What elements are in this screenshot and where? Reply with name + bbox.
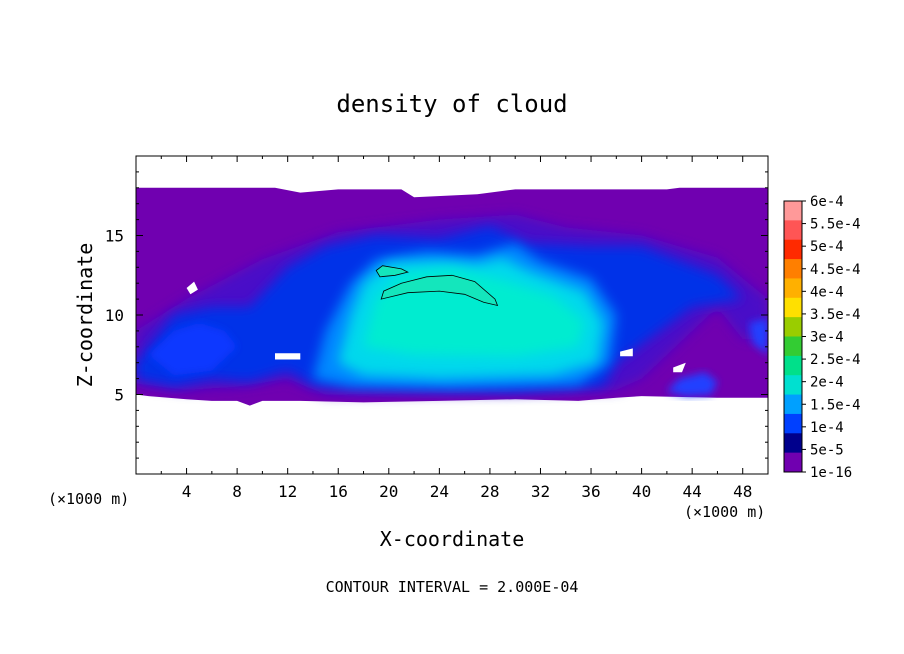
clear-gap-3 <box>673 362 686 373</box>
contour-line-upper <box>375 265 409 278</box>
x-axis-label: X-coordinate <box>380 527 525 551</box>
x-axis: 4 8 12 16 20 24 28 32 36 40 44 48 <box>160 156 752 501</box>
colorbar-label: 3e-4 <box>810 330 844 346</box>
contour-interval-note: CONTOUR INTERVAL = 2.000E-04 <box>326 578 579 596</box>
clear-gap-4 <box>186 281 198 295</box>
colorbar-swatch <box>784 259 802 279</box>
colorbar-label: 2e-4 <box>810 375 844 391</box>
x-tick-label: 12 <box>278 482 297 501</box>
colorbar-label: 2.5e-4 <box>810 352 861 368</box>
colorbar-swatch <box>784 375 802 396</box>
colorbar-swatch <box>784 433 802 454</box>
colorbar-label: 1e-16 <box>810 465 852 481</box>
x-tick-label: 24 <box>430 482 449 501</box>
colorbar-swatch <box>784 278 802 299</box>
clear-gap-2 <box>620 348 633 357</box>
cloud-region-right-pocket <box>666 372 718 397</box>
y-axis: 5 10 15 <box>105 171 768 459</box>
y-tick-label: 15 <box>105 227 124 246</box>
x-tick-label: 20 <box>379 482 398 501</box>
colorbar-label: 5e-5 <box>810 442 844 458</box>
x-tick-label: 28 <box>480 482 499 501</box>
colorbar-swatch <box>784 413 802 434</box>
colorbar-label: 3.5e-4 <box>810 307 861 323</box>
clear-gap-1 <box>275 353 301 360</box>
colorbar-swatch <box>784 201 802 221</box>
colorbar-swatch <box>784 452 802 473</box>
x-unit-label: (×1000 m) <box>684 503 765 521</box>
colorbar-swatch <box>784 297 802 318</box>
y-tick-label: 5 <box>114 386 124 405</box>
colorbar-swatch <box>784 355 802 376</box>
x-tick-label: 48 <box>733 482 752 501</box>
cloud-region-edge-pocket <box>749 318 768 355</box>
x-tick-label: 44 <box>683 482 702 501</box>
colorbar-swatch <box>784 220 802 241</box>
plot-area <box>136 187 768 406</box>
x-tick-label: 40 <box>632 482 651 501</box>
colorbar-label: 5e-4 <box>810 239 844 255</box>
colorbar-swatch <box>784 317 802 337</box>
x-tick-label: 4 <box>182 482 192 501</box>
y-tick-label: 10 <box>105 306 124 325</box>
x-tick-label: 16 <box>329 482 348 501</box>
colorbar-swatch <box>784 336 802 357</box>
colorbar-label: 4.5e-4 <box>810 262 861 278</box>
y-axis-label: Z-coordinate <box>73 243 97 388</box>
colorbar-label: 6e-4 <box>810 194 844 210</box>
colorbar-swatch <box>784 394 802 415</box>
x-tick-label: 36 <box>581 482 600 501</box>
colorbar-swatch <box>784 239 802 260</box>
colorbar-label: 1e-4 <box>810 420 844 436</box>
contour-line-main <box>380 274 499 307</box>
colorbar-label: 1.5e-4 <box>810 397 861 413</box>
z-unit-label: (×1000 m) <box>48 490 129 508</box>
cloud-region-left-pocket <box>148 323 238 376</box>
colorbar-label: 4e-4 <box>810 284 844 300</box>
chart-title: density of cloud <box>336 90 567 118</box>
x-tick-label: 32 <box>531 482 550 501</box>
x-tick-label: 8 <box>232 482 242 501</box>
colorbar-label: 5.5e-4 <box>810 217 861 233</box>
colorbar: 6e-4 5.5e-4 5e-4 4.5e-4 4e-4 3.5e-4 3e-4 2.5e-4… <box>783 194 861 481</box>
